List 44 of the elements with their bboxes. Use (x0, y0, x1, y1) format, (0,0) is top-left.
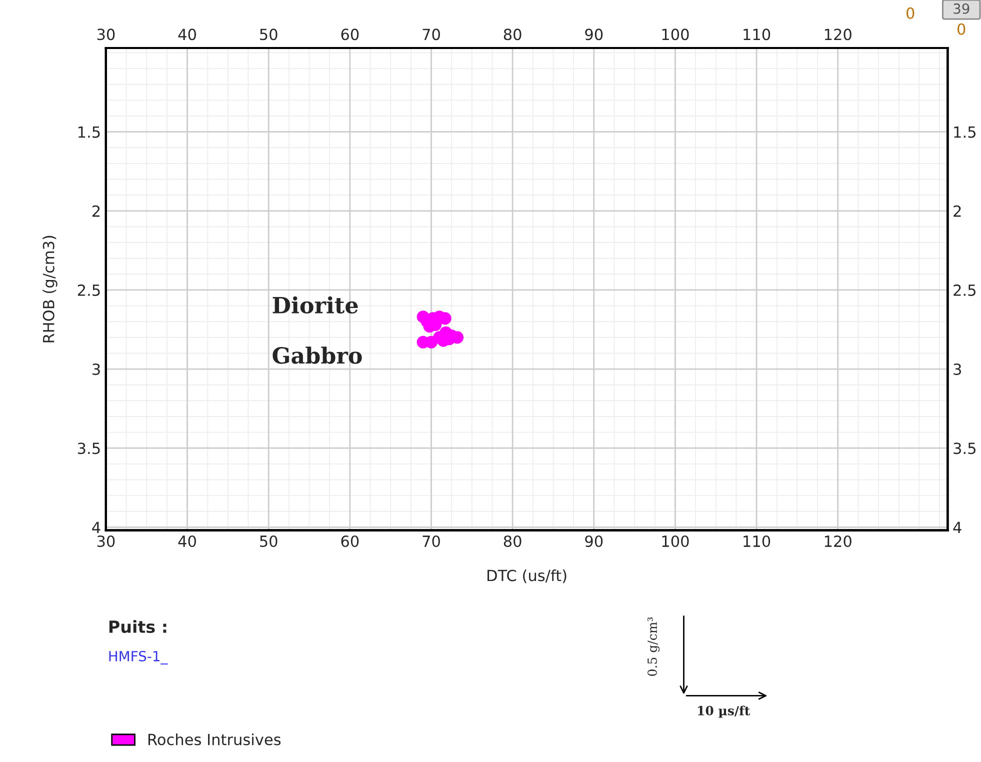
x2-tick-label: 110 (744, 28, 770, 40)
x-tick-label: 110 (744, 535, 770, 548)
x2-tick-label: 60 (341, 28, 359, 40)
x-tick-label: 120 (824, 535, 852, 548)
y2-tick-label: 4 (953, 522, 962, 533)
x2-tick-label: 50 (260, 28, 278, 40)
y2-tick-label: 2 (954, 205, 961, 217)
y-tick-label: 2 (92, 205, 100, 217)
x2-tick-label: 100 (662, 28, 689, 40)
text: Puits : (109, 620, 166, 634)
x-tick-label: 80 (504, 535, 522, 548)
x-tick-label: 100 (662, 535, 689, 548)
x-tick-label: 30 (97, 535, 115, 548)
text: 39 (954, 3, 970, 14)
y-tick-label: 3.5 (78, 442, 100, 454)
annotation: Diorite (272, 296, 358, 314)
x-tick-label: 40 (178, 535, 196, 548)
text: 0 (958, 23, 966, 35)
x2-tick-label: 30 (97, 28, 115, 40)
text: HMFS-1_ (109, 650, 168, 664)
legend-label: Roches Intrusives (148, 733, 281, 746)
y-tick-label: 4 (92, 522, 100, 533)
text: 0 (906, 7, 914, 19)
x2-tick-label: 120 (824, 28, 852, 40)
x-tick-label: 60 (341, 535, 359, 548)
y-tick-label: 3 (92, 364, 100, 376)
x-axis-title: DTC (us/ft) (488, 569, 566, 584)
x-tick-label: 70 (422, 535, 440, 548)
x2-tick-label: 80 (504, 28, 522, 40)
x2-tick-label: 90 (585, 28, 603, 40)
y2-tick-label: 3 (954, 364, 962, 376)
annotation: Gabbro (272, 346, 362, 364)
x-tick-label: 50 (260, 535, 278, 548)
y2-tick-label: 1.5 (954, 126, 976, 138)
y2-tick-label: 3.5 (954, 442, 976, 454)
x-tick-label: 90 (585, 535, 603, 548)
x2-tick-label: 40 (178, 28, 196, 40)
y-tick-label: 1.5 (78, 126, 100, 138)
text: 10 µs/ft (698, 706, 750, 718)
y2-tick-label: 2.5 (954, 284, 976, 296)
y-tick-label: 2.5 (78, 284, 100, 296)
y-axis-title: RHOB (g/cm3) (42, 236, 58, 342)
text: 0.5 g/cm³ (648, 617, 660, 676)
x2-tick-label: 70 (422, 28, 440, 40)
